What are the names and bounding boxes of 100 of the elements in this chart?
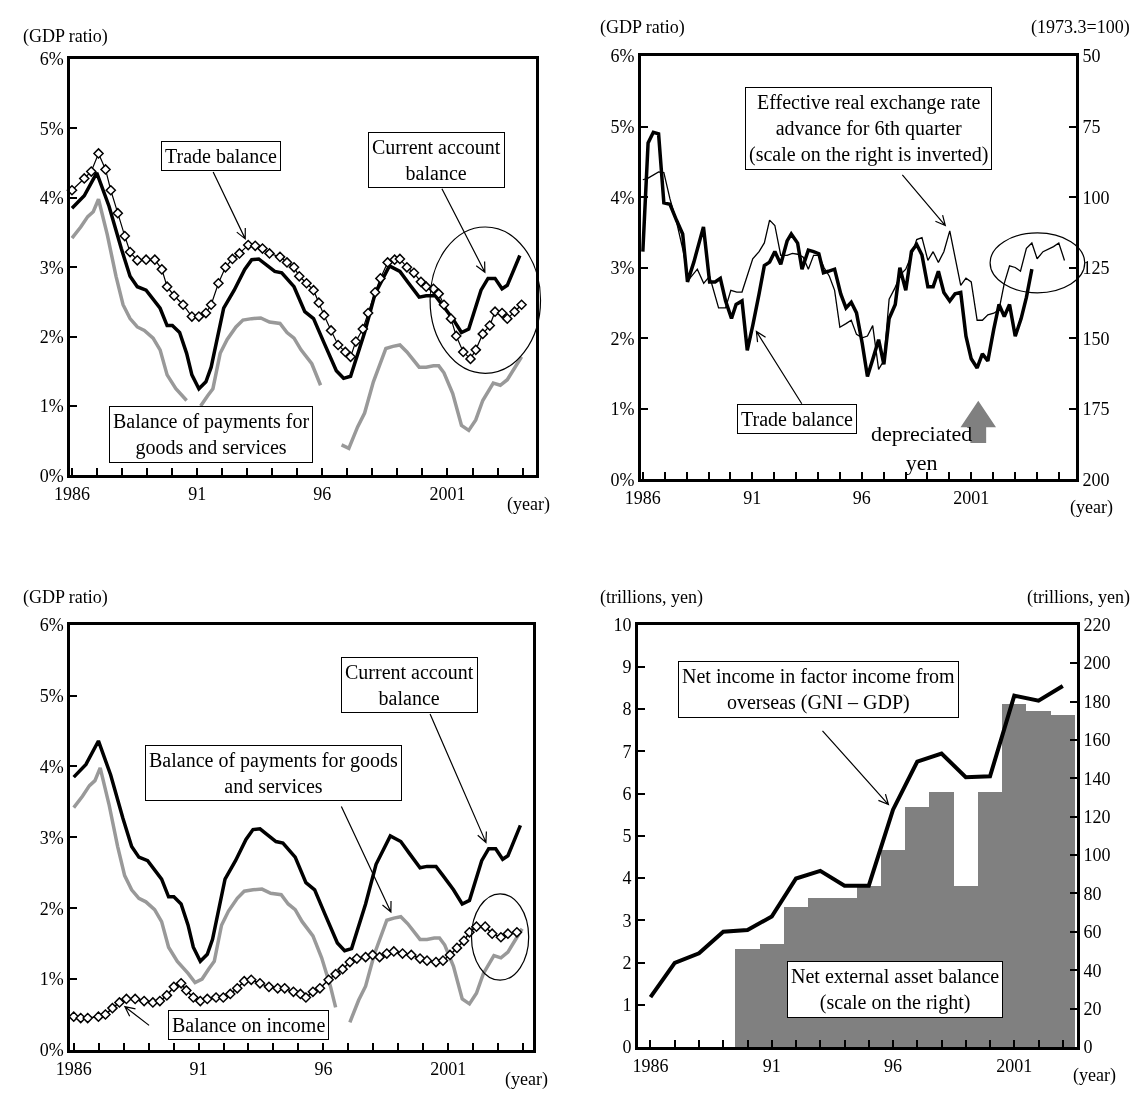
point: [451, 942, 463, 954]
point: [224, 988, 236, 1000]
point: [444, 949, 456, 961]
y2-tick-label: 100: [1083, 845, 1111, 866]
legend-label: Balance on income: [172, 1014, 326, 1036]
point: [82, 1012, 94, 1024]
y-axis-title: (GDP ratio): [23, 26, 108, 47]
y2-tick-label: 40: [1083, 960, 1102, 981]
y2-tick-label: 120: [1083, 806, 1111, 827]
y-tick-label: 3%: [39, 827, 64, 848]
point: [161, 990, 173, 1001]
point: [374, 951, 385, 963]
y-tick-label: 3%: [610, 258, 635, 279]
y2-axis-title: (trillions, yen): [1027, 587, 1130, 608]
text: Net income in factor income from overseas (GNI – GDP): [682, 665, 956, 714]
y-axis-title: (trillions, yen): [600, 587, 703, 608]
point: [471, 921, 482, 932]
point: [154, 995, 166, 1007]
x-tick-label: 91: [189, 1058, 208, 1079]
y-tick-label: 5: [622, 826, 632, 847]
point: [388, 946, 400, 957]
text: Balance of payments for goods and services: [149, 749, 399, 797]
y-tick-label: 5%: [610, 116, 635, 137]
point: [314, 982, 326, 994]
point: [397, 948, 408, 959]
point: [323, 974, 334, 986]
y2-tick-label: 0: [1083, 1037, 1093, 1058]
y2-tick-label: 150: [1082, 328, 1110, 349]
series-label: Net external asset balance (scale on the right): [791, 965, 1000, 1014]
point: [486, 928, 498, 940]
y2-tick-label: 200: [1083, 653, 1111, 674]
y-tick-label: 0: [622, 1037, 632, 1058]
x-tick-label: 91: [188, 484, 207, 505]
y-tick-label: 5%: [39, 685, 64, 706]
y-axis-title: (GDP ratio): [600, 17, 685, 38]
y-tick-label: 4%: [39, 756, 64, 777]
y-tick-label: 1%: [39, 396, 64, 417]
x-tick-label: 1986: [53, 484, 90, 505]
x-tick-label: 96: [314, 1058, 333, 1079]
x-axis-title: (year): [507, 494, 550, 515]
point: [231, 982, 243, 994]
y-tick-label: 10: [613, 615, 632, 636]
y-tick-label: 1%: [39, 969, 64, 990]
point: [107, 1002, 118, 1014]
y2-tick-label: 75: [1082, 116, 1101, 137]
point: [344, 956, 356, 968]
y2-tick-label: 100: [1082, 187, 1110, 208]
point: [93, 1011, 104, 1022]
y-tick-label: 6: [622, 783, 632, 804]
line-series: [71, 739, 523, 964]
y-tick-label: 8: [622, 699, 632, 720]
y-tick-label: 9: [622, 657, 632, 678]
point: [381, 948, 393, 959]
y2-tick-label: 80: [1083, 883, 1102, 904]
y-tick-label: 2: [622, 952, 632, 973]
point: [138, 995, 150, 1007]
y-tick-label: 1%: [610, 399, 635, 420]
point: [202, 993, 213, 1005]
y-axis-title: (GDP ratio): [23, 587, 108, 608]
y-tick-label: 4: [622, 868, 632, 889]
point: [168, 981, 180, 993]
y-tick-label: 2%: [610, 328, 635, 349]
text: Effective real exchange rate advance for 6th quarter (scale on the right is inverted): [749, 91, 989, 166]
x-tick-label: 91: [762, 1055, 781, 1076]
y-tick-label: 5%: [39, 118, 64, 139]
text: Current account balance: [345, 661, 474, 709]
point: [217, 992, 229, 1003]
point: [100, 1009, 111, 1020]
x-axis-title: (year): [1070, 497, 1113, 518]
point: [307, 986, 319, 998]
point: [300, 992, 312, 1003]
y-tick-label: 0%: [39, 465, 64, 486]
y-tick-label: 3%: [39, 257, 64, 278]
x-axis-title: (year): [505, 1069, 548, 1090]
point: [279, 982, 290, 994]
point: [188, 992, 199, 1003]
y2-tick-label: 175: [1082, 399, 1110, 420]
y-tick-label: 2%: [39, 326, 64, 347]
point: [129, 993, 141, 1005]
y2-tick-label: 20: [1083, 998, 1102, 1019]
y-tick-label: 2%: [39, 898, 64, 919]
point: [175, 978, 187, 989]
y2-tick-label: 200: [1082, 469, 1110, 490]
point: [511, 927, 523, 938]
point: [114, 997, 125, 1008]
x-tick-label: 96: [884, 1055, 903, 1076]
x-tick-label: 2001: [429, 484, 466, 505]
point: [121, 993, 132, 1005]
text: Current account balance: [372, 136, 501, 184]
point: [245, 974, 257, 986]
point: [479, 921, 491, 932]
x-tick-label: 1986: [55, 1058, 92, 1079]
point: [263, 981, 275, 993]
y2-tick-label: 220: [1083, 615, 1111, 636]
x-tick-label: 1986: [624, 488, 661, 508]
point: [458, 935, 470, 947]
y-tick-label: 3: [622, 910, 632, 931]
point: [181, 985, 192, 996]
point: [414, 953, 426, 964]
point: [351, 953, 363, 964]
